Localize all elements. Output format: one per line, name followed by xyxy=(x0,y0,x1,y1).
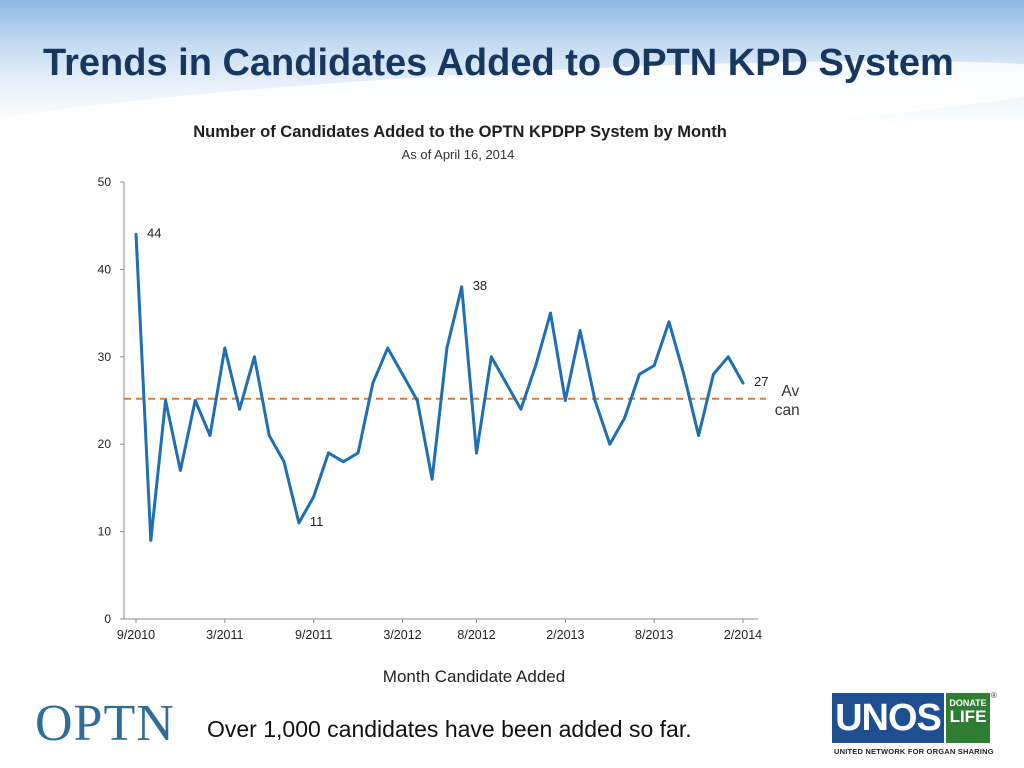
data-point xyxy=(445,346,449,350)
data-point xyxy=(489,355,493,359)
y-tick-label: 50 xyxy=(98,175,112,189)
series-line xyxy=(134,232,745,542)
data-point xyxy=(741,381,745,385)
data-point xyxy=(460,285,464,289)
donate-badge-top: DONATE xyxy=(949,698,987,708)
y-tick-label: 40 xyxy=(98,262,112,276)
unos-caption: UNITED NETWORK FOR ORGAN SHARING xyxy=(834,747,994,756)
y-tick-label: 20 xyxy=(98,437,112,451)
title-banner xyxy=(0,0,1024,173)
data-point xyxy=(549,311,552,315)
chart-title: Number of Candidates Added to the OPTN K… xyxy=(193,123,727,141)
chart-subtitle: As of April 16, 2014 xyxy=(402,147,515,162)
data-point xyxy=(593,399,597,402)
data-point xyxy=(726,355,730,359)
y-axis: 0 10 20 30 40 50 xyxy=(98,175,125,626)
y-tick-label: 10 xyxy=(98,525,112,539)
donate-life-badge: DONATE LIFE xyxy=(946,693,990,743)
x-tick-label: 8/2013 xyxy=(635,628,673,642)
y-tick-label: 30 xyxy=(98,350,112,364)
x-tick-label: 9/2010 xyxy=(117,628,155,642)
x-tick-label: 2/2013 xyxy=(546,628,584,642)
data-point xyxy=(563,399,567,402)
data-point xyxy=(623,416,626,420)
footer-caption: Over 1,000 candidates have been added so… xyxy=(207,716,692,742)
slide-title: Trends in Candidates Added to OPTN KPD S… xyxy=(43,42,954,84)
data-point xyxy=(504,381,508,385)
data-point xyxy=(697,434,700,437)
average-line-group: Average of 25.2candidates addedper month xyxy=(124,383,800,438)
x-axis: 9/2010 3/2011 9/2011 3/2012 8/2012 2/2013 8/20… xyxy=(117,618,762,642)
x-tick-label: 2/2014 xyxy=(724,628,762,642)
data-point xyxy=(711,372,715,376)
x-tick-label: 9/2011 xyxy=(295,628,332,642)
data-label: 44 xyxy=(147,225,161,240)
average-label: Average of 25.2candidates addedper month xyxy=(775,383,800,438)
data-point xyxy=(327,451,330,455)
data-point xyxy=(238,407,242,411)
data-point xyxy=(312,495,316,499)
unos-wordmark: UNOS xyxy=(832,693,944,743)
data-point xyxy=(164,399,168,402)
data-point xyxy=(193,399,197,402)
average-label-line: candidates added xyxy=(775,402,800,419)
data-point xyxy=(341,460,345,464)
unos-logo: UNOS DONATE LIFE ® UNITED NETWORK FOR OR… xyxy=(832,691,997,759)
data-label: 38 xyxy=(473,278,487,293)
data-point xyxy=(652,364,656,367)
data-point xyxy=(519,407,523,411)
data-point xyxy=(637,372,641,376)
data-point xyxy=(267,434,271,437)
data-label: 27 xyxy=(754,374,768,389)
data-point xyxy=(282,460,286,464)
registered-mark: ® xyxy=(991,691,997,700)
data-point xyxy=(430,477,434,481)
donate-badge-bottom: LIFE xyxy=(949,707,987,726)
optn-logo: OPTN xyxy=(35,695,175,752)
x-tick-label: 3/2011 xyxy=(206,628,243,642)
average-label-line: Average of 25.2 xyxy=(781,383,800,400)
x-tick-label: 8/2012 xyxy=(457,628,495,642)
line-chart: Number of Candidates Added to the OPTN K… xyxy=(98,123,800,686)
data-point xyxy=(475,451,478,455)
data-point xyxy=(534,364,538,367)
data-point xyxy=(356,451,360,455)
series-line-group xyxy=(134,232,745,542)
data-point xyxy=(208,434,212,437)
data-point xyxy=(667,320,671,324)
data-point xyxy=(179,469,182,472)
data-point xyxy=(223,346,227,350)
data-point xyxy=(682,372,686,376)
chart-panel: Number of Candidates Added to the OPTN K… xyxy=(80,112,800,692)
x-axis-label: Month Candidate Added xyxy=(383,667,565,686)
data-labels: 44 11 38 27 xyxy=(147,225,768,528)
data-point xyxy=(371,381,375,385)
data-point xyxy=(253,355,256,359)
data-point xyxy=(297,521,301,525)
data-point xyxy=(608,442,612,446)
data-point xyxy=(578,329,582,332)
data-point xyxy=(149,538,153,542)
data-point xyxy=(401,372,404,376)
data-point xyxy=(415,399,419,402)
data-point xyxy=(386,346,390,350)
y-tick-label: 0 xyxy=(104,612,111,626)
data-point xyxy=(134,233,138,236)
x-tick-label: 3/2012 xyxy=(383,628,421,642)
data-label: 11 xyxy=(310,514,324,529)
